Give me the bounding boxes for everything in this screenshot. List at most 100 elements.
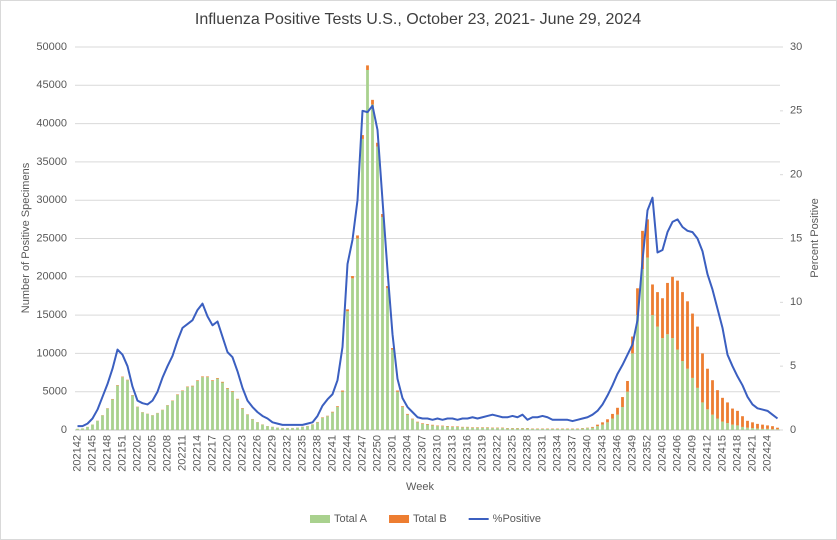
x-tick-label: 202226 <box>251 435 263 472</box>
bar <box>401 407 404 430</box>
bar <box>341 390 344 392</box>
bar <box>271 426 274 430</box>
legend-swatch <box>310 515 330 523</box>
bar <box>431 424 434 426</box>
bar <box>626 391 629 430</box>
bar <box>376 142 379 147</box>
bar <box>706 368 709 410</box>
bar <box>716 418 719 430</box>
bar <box>476 427 479 430</box>
bar <box>601 422 604 425</box>
bar <box>121 377 124 430</box>
bar <box>611 413 614 419</box>
bar <box>646 257 649 430</box>
x-tick-label: 202415 <box>716 435 728 472</box>
y2-tick-label: 15 <box>790 232 802 244</box>
bar <box>226 388 229 430</box>
bar <box>556 428 559 430</box>
bar <box>101 415 104 430</box>
bar <box>351 276 354 279</box>
y2-tick-label: 5 <box>790 360 796 372</box>
x-tick-label: 202406 <box>671 435 683 472</box>
bar <box>386 285 389 289</box>
bar <box>276 427 279 430</box>
bar <box>506 428 509 430</box>
bar <box>586 428 589 430</box>
x-tick-label: 202307 <box>416 435 428 472</box>
bar <box>361 135 364 139</box>
bar <box>156 413 159 430</box>
bar <box>186 386 189 388</box>
bar <box>701 402 704 430</box>
y-tick-label: 25000 <box>36 232 67 244</box>
bar <box>436 426 439 430</box>
bar <box>251 419 254 430</box>
bar <box>406 413 409 415</box>
bar <box>691 313 694 378</box>
bar <box>521 428 524 430</box>
bar <box>366 65 369 70</box>
bar <box>651 315 654 430</box>
bar <box>171 400 174 430</box>
bar <box>126 380 129 430</box>
bar <box>711 380 714 415</box>
bar <box>491 428 494 430</box>
bar <box>211 380 214 381</box>
x-tick-label: 202349 <box>626 435 638 472</box>
bar <box>351 278 354 430</box>
bar <box>91 424 94 430</box>
y-tick-label: 40000 <box>36 118 67 130</box>
bar <box>416 421 419 423</box>
bar <box>716 390 719 419</box>
bar <box>366 69 369 430</box>
bar <box>111 399 114 430</box>
x-tick-label: 202142 <box>71 435 83 472</box>
x-tick-label: 202223 <box>236 435 248 472</box>
bar <box>221 381 224 383</box>
bar <box>776 429 779 430</box>
bar <box>201 377 204 430</box>
x-tick-label: 202250 <box>371 435 383 472</box>
bar <box>606 422 609 430</box>
x-tick-label: 202232 <box>281 435 293 472</box>
x-tick-label: 202301 <box>386 435 398 472</box>
bar <box>361 138 364 431</box>
bar <box>106 408 109 430</box>
y2-tick-label: 20 <box>790 169 802 181</box>
x-tick-label: 202220 <box>221 435 233 472</box>
x-tick-label: 202418 <box>731 435 743 472</box>
bar <box>136 407 139 430</box>
bar <box>496 428 499 430</box>
bar <box>711 414 714 430</box>
x-tick-label: 202340 <box>581 435 593 472</box>
bar <box>431 425 434 430</box>
bar <box>451 426 454 430</box>
x-tick-label: 202343 <box>596 435 608 472</box>
y2-tick-label: 25 <box>790 105 802 117</box>
y-tick-label: 10000 <box>36 347 67 359</box>
bar <box>331 411 334 413</box>
bar <box>596 424 599 427</box>
y-tick-label: 0 <box>61 424 67 436</box>
bar <box>616 414 619 430</box>
x-tick-label: 202217 <box>206 435 218 472</box>
bar <box>291 428 294 430</box>
bar <box>241 408 244 430</box>
bar <box>186 387 189 430</box>
bar <box>671 338 674 430</box>
bar <box>761 424 764 429</box>
bar <box>756 423 759 429</box>
bar <box>81 428 84 430</box>
bar <box>196 380 199 381</box>
bar <box>211 380 214 430</box>
bar <box>226 388 229 389</box>
line <box>77 104 779 428</box>
bar <box>596 426 599 430</box>
bar <box>266 426 269 430</box>
bar <box>121 376 124 378</box>
bar <box>706 409 709 430</box>
bar <box>76 428 79 430</box>
bar <box>571 428 574 430</box>
bar <box>191 386 194 430</box>
